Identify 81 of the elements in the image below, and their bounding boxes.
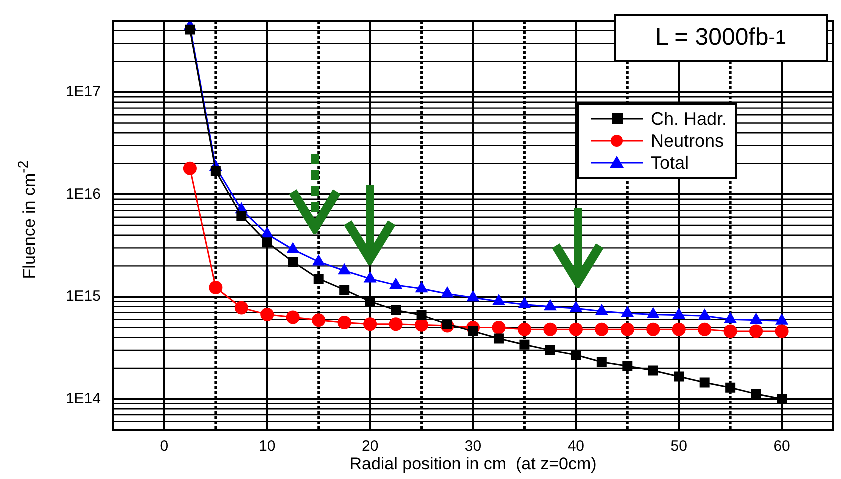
point [724,312,737,324]
point [492,321,506,334]
x-tick-label: 10 [259,438,276,456]
point [520,340,530,350]
point [571,350,582,360]
point [416,282,428,293]
point [365,296,376,307]
point [364,272,376,283]
point [596,357,607,368]
point [468,326,478,336]
x-tick-label: 0 [160,438,169,456]
point [364,318,378,332]
point [569,322,583,336]
point [776,314,788,325]
point [775,324,789,338]
point [338,316,352,330]
point [494,334,504,344]
point [646,322,660,336]
point [416,310,427,320]
point [467,291,480,302]
point [314,274,324,284]
point [210,166,221,176]
point [698,322,712,336]
y-tick-label: 1E15 [66,288,101,306]
point [493,294,505,306]
point [622,361,633,372]
y-tick-label: 1E16 [66,186,101,203]
y-tick-label: 1E14 [66,390,101,408]
point [724,324,738,338]
point [185,24,196,35]
point [726,382,736,393]
point [518,322,532,336]
x-tick-label: 50 [670,438,688,456]
legend-label: Ch. Hadr. [651,108,728,130]
point [391,305,402,316]
point [596,304,608,316]
point [261,228,274,238]
x-tick-label: 30 [464,438,482,456]
point [288,256,298,267]
point [209,281,223,295]
point [236,210,247,221]
x-tick-label: 40 [568,438,585,456]
y-tick-label: 1E17 [66,84,101,101]
point [442,287,454,298]
point [544,300,556,311]
x-axis-title: Radial position in cm (at z=0cm) [350,454,597,474]
point [698,309,711,320]
point [750,324,764,338]
x-tick-label: 60 [774,438,790,456]
point [595,322,609,336]
point [545,345,556,356]
point [648,366,658,376]
point [260,308,274,322]
legend-label: Neutrons [651,130,724,152]
point [415,318,429,332]
point [544,322,558,336]
point [777,394,788,404]
point [312,314,326,328]
point [570,302,582,312]
point [622,306,634,318]
point [673,308,686,320]
point [340,285,350,295]
point [672,322,686,336]
point [518,298,531,308]
point [647,308,660,319]
legend-label: Total [651,152,690,174]
point [390,278,402,290]
point [750,314,762,324]
point [262,238,272,248]
point [286,310,300,324]
point [674,372,684,382]
point [751,389,762,400]
point [312,255,325,266]
point [338,264,351,275]
point [287,242,300,254]
point [389,318,403,332]
x-tick-label: 20 [362,438,379,456]
point [620,322,634,336]
point [700,378,710,388]
point [183,162,197,176]
point [234,301,248,315]
